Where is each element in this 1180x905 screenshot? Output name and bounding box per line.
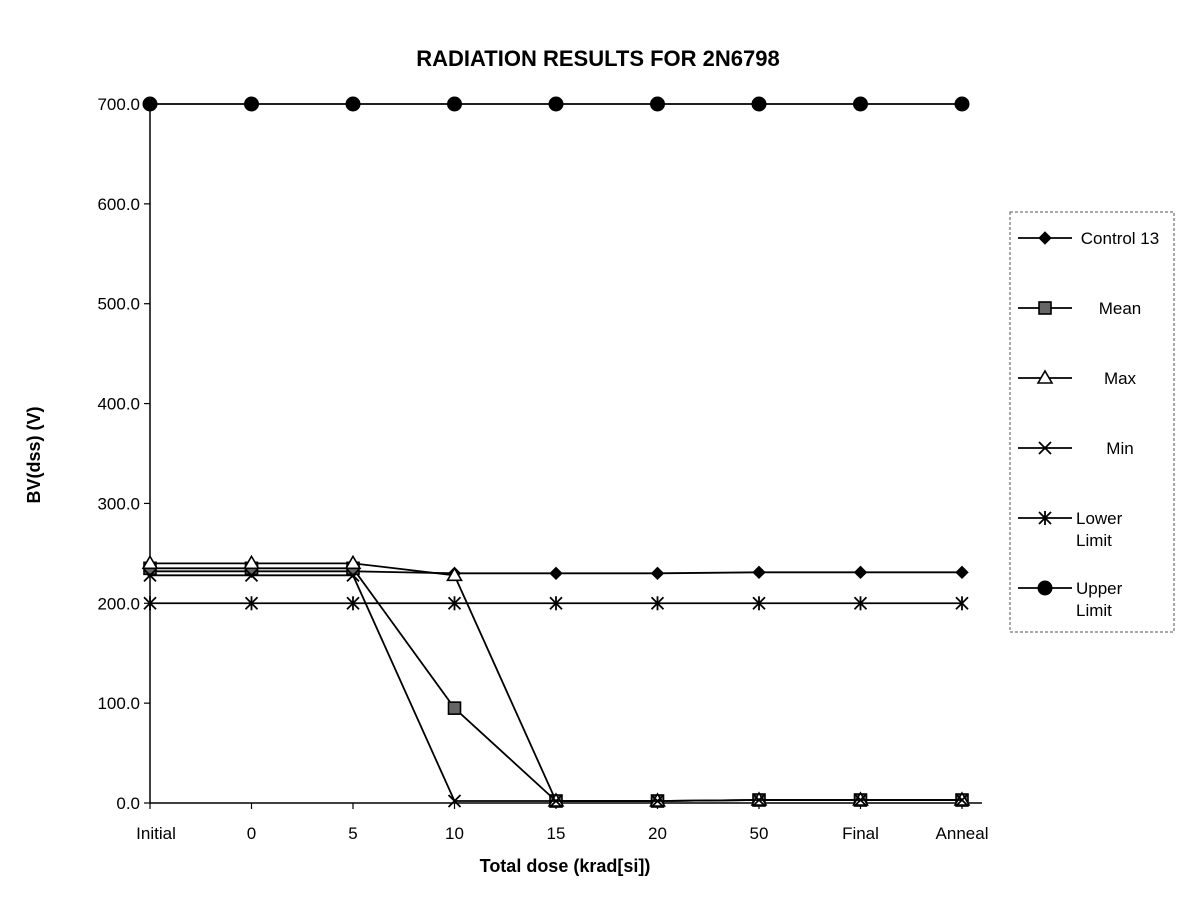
legend-marker — [1038, 301, 1052, 315]
data-point — [751, 96, 767, 112]
data-point — [853, 565, 868, 580]
data-point — [344, 554, 362, 570]
data-point — [650, 596, 665, 611]
y-tick-label: 500.0 — [97, 295, 140, 314]
data-point — [142, 96, 158, 112]
x-tick-label: Final — [842, 824, 879, 843]
legend-item-lower-limit: Lower Limit — [1018, 509, 1123, 550]
data-point — [143, 596, 157, 611]
legend: Control 13 Mean Max Min Lower Limit Upper Limit — [1009, 211, 1175, 633]
data-point — [853, 596, 868, 611]
data-point — [752, 793, 766, 807]
series-upper-limit — [142, 96, 970, 112]
x-tick-label: 5 — [348, 824, 357, 843]
y-tick-label: 200.0 — [97, 594, 140, 613]
data-point — [141, 554, 159, 570]
data-point — [447, 701, 462, 715]
data-point — [752, 596, 766, 611]
x-tick-label: Initial — [136, 824, 176, 843]
legend-label: Lower Limit — [1076, 509, 1123, 550]
data-point — [650, 96, 665, 112]
y-tick-label: 0.0 — [116, 794, 140, 813]
legend-label: Max — [1104, 369, 1137, 388]
legend-item-max: Max — [1018, 369, 1137, 388]
data-point — [548, 96, 564, 112]
data-point — [954, 96, 970, 112]
x-tick-label: 50 — [750, 824, 769, 843]
data-point — [346, 568, 360, 582]
data-point — [650, 566, 665, 581]
legend-marker — [1038, 441, 1052, 455]
chart-title: RADIATION RESULTS FOR 2N6798 — [416, 46, 779, 71]
x-tick-label: 20 — [648, 824, 667, 843]
data-point — [244, 568, 259, 582]
legend-label: Upper Limit — [1076, 579, 1123, 620]
y-tick-label: 400.0 — [97, 395, 140, 414]
data-point — [346, 596, 360, 611]
legend-item-control-13: Control 13 — [1018, 229, 1159, 248]
y-axis-title: BV(dss) (V) — [24, 406, 44, 503]
data-point — [752, 565, 766, 580]
legend-item-min: Min — [1018, 439, 1134, 458]
data-point — [447, 96, 462, 112]
series-min — [143, 568, 969, 808]
x-tick-label: 15 — [547, 824, 566, 843]
data-point — [244, 96, 259, 112]
data-point — [853, 793, 868, 807]
legend-marker — [1036, 369, 1054, 384]
y-tick-label: 700.0 — [97, 95, 140, 114]
x-tick-label: Anneal — [936, 824, 989, 843]
data-point — [143, 568, 157, 582]
x-axis-title: Total dose (krad[si]) — [480, 856, 651, 876]
data-point — [650, 794, 665, 808]
plot-area: 0.0 100.0 200.0 300.0 400.0 500.0 600.0 700.0 In… — [97, 95, 988, 843]
legend-label: Control 13 — [1081, 229, 1159, 248]
data-point — [549, 794, 563, 808]
legend-marker — [1038, 511, 1052, 525]
x-tick-label: 10 — [445, 824, 464, 843]
legend-label: Min — [1106, 439, 1133, 458]
data-point — [955, 793, 969, 807]
series-lower-limit — [143, 596, 969, 611]
data-point — [955, 565, 969, 580]
data-point — [853, 96, 868, 112]
legend-marker — [1037, 580, 1053, 596]
data-point — [345, 96, 361, 112]
data-point — [955, 596, 969, 611]
data-point — [447, 794, 462, 808]
legend-marker — [1038, 231, 1052, 245]
y-tick-label: 300.0 — [97, 494, 140, 513]
legend-item-mean: Mean — [1018, 299, 1141, 318]
data-point — [549, 566, 563, 581]
data-point — [243, 554, 260, 570]
x-tick-label: 0 — [247, 824, 256, 843]
legend-label: Mean — [1099, 299, 1142, 318]
data-point — [244, 596, 259, 611]
legend-item-upper-limit: Upper Limit — [1018, 579, 1123, 620]
data-point — [447, 596, 462, 611]
y-tick-label: 100.0 — [97, 694, 140, 713]
y-tick-label: 600.0 — [97, 195, 140, 214]
legend-box — [1009, 211, 1175, 633]
data-point — [549, 596, 563, 611]
data-point — [446, 566, 463, 582]
